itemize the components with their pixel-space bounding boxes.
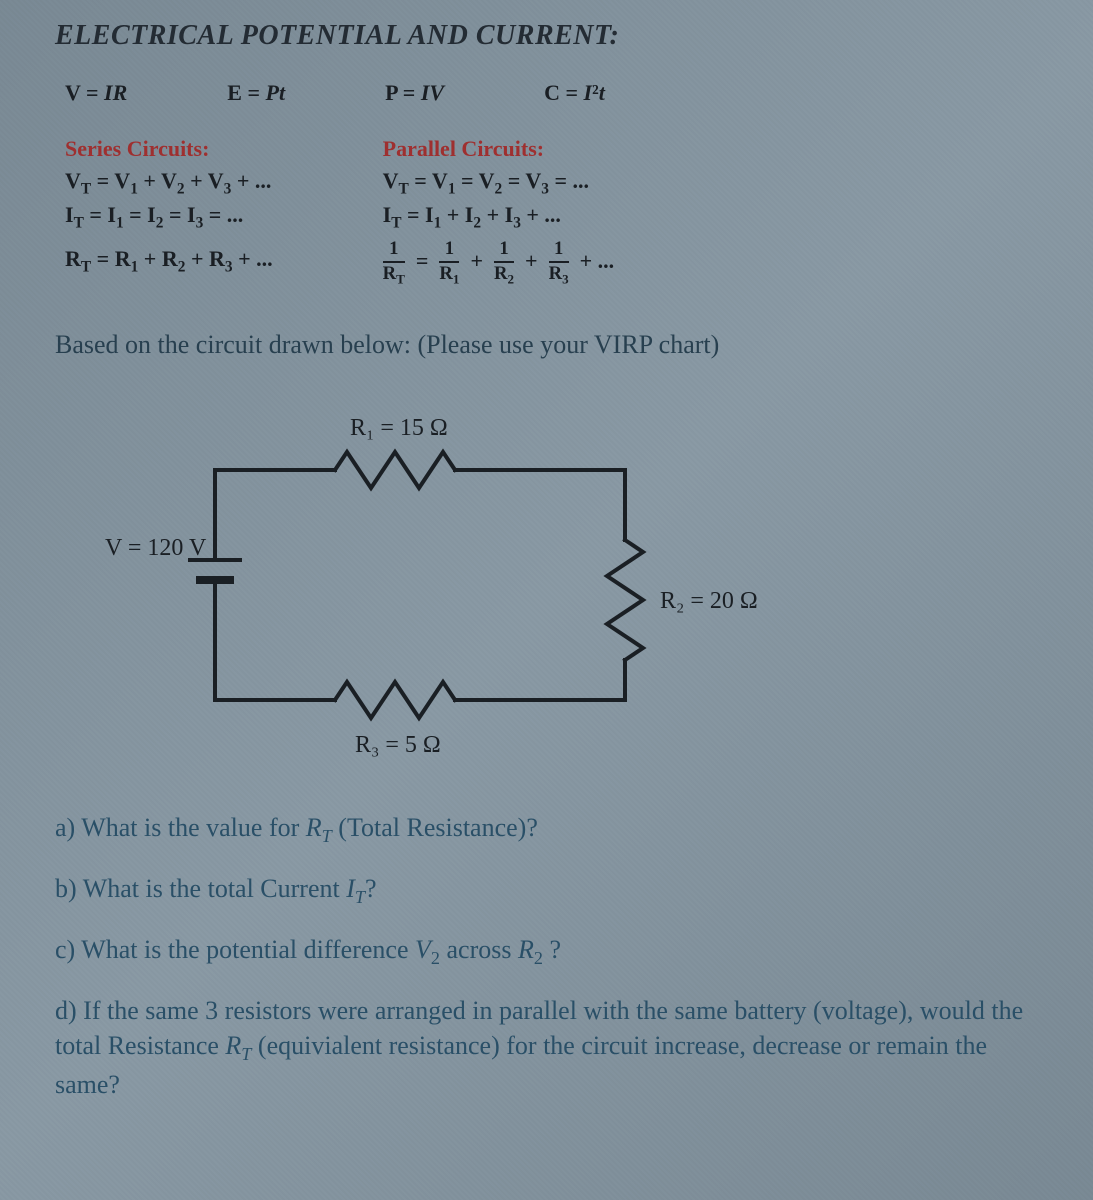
base-formula-row: V = IR E = Pt P = IV C = I²t xyxy=(55,80,1038,106)
series-heading: Series Circuits: xyxy=(65,136,273,162)
voltage-label: V = 120 V xyxy=(105,535,207,561)
r2-label: R₂ = 20 Ω xyxy=(660,588,758,614)
circuits-formulas: Series Circuits: VT = V1 + V2 + V3 + ...… xyxy=(55,136,1038,285)
series-column: Series Circuits: VT = V1 + V2 + V3 + ...… xyxy=(65,136,273,285)
question-a: a) What is the value for RT (Total Resis… xyxy=(55,810,1038,849)
questions-block: a) What is the value for RT (Total Resis… xyxy=(55,810,1038,1101)
series-current-eq: IT = I1 = I2 = I3 = ... xyxy=(65,200,273,234)
formula-e-pt: E = Pt xyxy=(227,80,285,106)
question-b: b) What is the total Current IT? xyxy=(55,871,1038,910)
r3-label: R₃ = 5 Ω xyxy=(355,732,441,758)
series-voltage-eq: VT = V1 + V2 + V3 + ... xyxy=(65,166,273,200)
parallel-current-eq: IT = I1 + I2 + I3 + ... xyxy=(383,200,615,234)
formula-v-ir: V = IR xyxy=(65,80,127,106)
page-title: ELECTRICAL POTENTIAL AND CURRENT: xyxy=(55,20,1038,52)
circuit-diagram: V = 120 V R₁ = 15 Ω R₂ = 20 Ω R₃ = 5 Ω xyxy=(85,390,785,770)
question-d: d) If the same 3 resistors were arranged… xyxy=(55,993,1038,1102)
question-c: c) What is the potential difference V2 a… xyxy=(55,932,1038,971)
series-resistance-eq: RT = R1 + R2 + R3 + ... xyxy=(65,244,273,278)
r1-label: R₁ = 15 Ω xyxy=(350,415,448,441)
formula-c-ipt: C = I²t xyxy=(544,80,605,106)
parallel-column: Parallel Circuits: VT = V1 = V2 = V3 = .… xyxy=(383,136,615,285)
parallel-resistance-eq: 1RT = 1R1 + 1R2 + 1R3 + ... xyxy=(383,240,615,286)
formula-p-iv: P = IV xyxy=(385,80,444,106)
parallel-voltage-eq: VT = V1 = V2 = V3 = ... xyxy=(383,166,615,200)
parallel-heading: Parallel Circuits: xyxy=(383,136,615,162)
instruction-text: Based on the circuit drawn below: (Pleas… xyxy=(55,330,1038,360)
